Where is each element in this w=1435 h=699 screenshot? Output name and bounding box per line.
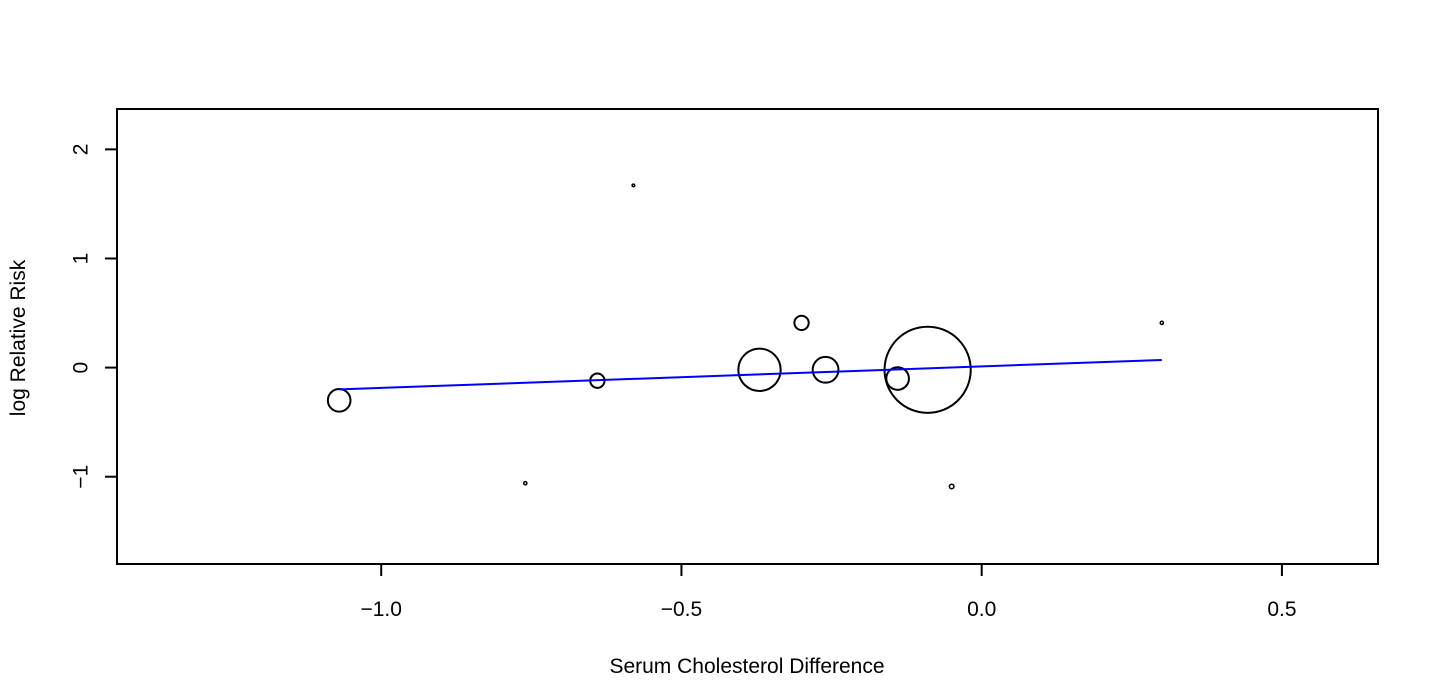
y-tick-label: −1 — [69, 465, 92, 489]
data-point — [811, 355, 840, 384]
x-tick-label: −1.0 — [360, 598, 401, 621]
data-point — [1159, 320, 1165, 326]
data-point — [631, 183, 636, 188]
y-axis-title: log Relative Risk — [7, 259, 30, 416]
x-tick-label: 0.5 — [1267, 598, 1296, 621]
y-tick-label: 2 — [69, 144, 92, 156]
x-tick-label: −0.5 — [661, 598, 702, 621]
y-tick-label: 0 — [69, 362, 92, 374]
data-point — [522, 480, 528, 486]
x-tick-label: 0.0 — [967, 598, 996, 621]
data-point — [948, 483, 955, 490]
y-tick-label: 1 — [69, 253, 92, 265]
data-points — [326, 183, 1165, 490]
regression-line — [339, 358, 1162, 391]
y-axis: −1 0 1 2 — [69, 144, 118, 489]
data-point — [737, 347, 782, 392]
data-point — [326, 388, 352, 413]
plot-frame — [116, 108, 1379, 565]
x-axis-title: Serum Cholesterol Difference — [609, 655, 884, 678]
data-point — [793, 314, 810, 332]
x-axis: −1.0 −0.5 0.0 0.5 — [360, 563, 1297, 621]
